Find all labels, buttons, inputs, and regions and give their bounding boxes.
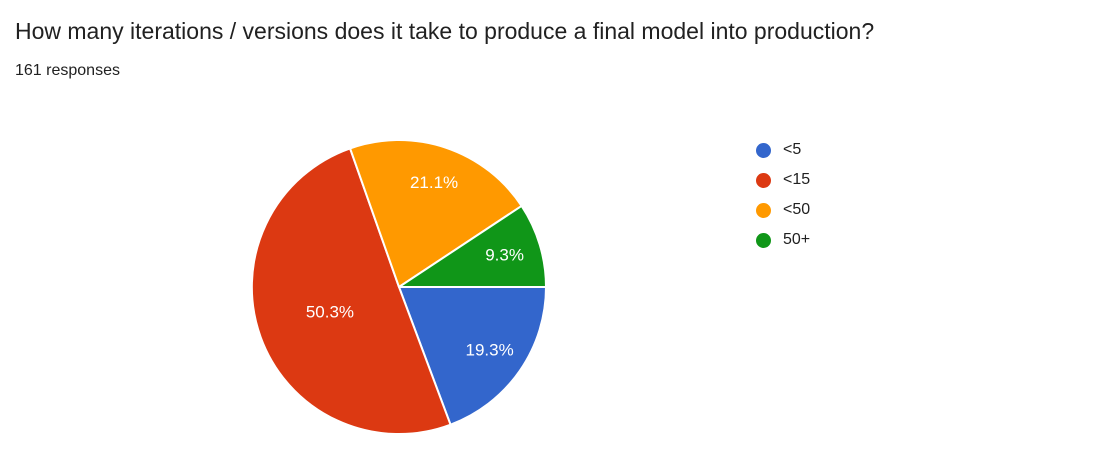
pie-slice-percentage-label: 50.3% — [306, 303, 354, 322]
response-count: 161 responses — [15, 62, 120, 79]
legend-item-0: <5 — [756, 135, 810, 165]
legend-color-dot-icon — [756, 172, 771, 188]
pie-slice-2[interactable] — [349, 139, 523, 288]
legend-label: <15 — [783, 171, 811, 188]
pie-slice-percentage-label: 19.3% — [465, 340, 513, 359]
legend-item-2: <50 — [756, 195, 810, 225]
pie-chart: 19.3% 50.3% 21.1% 9.3% — [250, 139, 547, 436]
pie-slice-percentage-label: 9.3% — [485, 246, 524, 265]
legend-color-dot-icon — [756, 142, 771, 158]
legend-color-dot-icon — [756, 232, 771, 248]
legend-label: <50 — [783, 201, 811, 218]
pie-slice-percentage-label: 21.1% — [410, 173, 458, 192]
pie-slice-3[interactable] — [398, 204, 547, 288]
legend-label: <5 — [783, 141, 802, 158]
legend-label: 50+ — [783, 231, 811, 248]
legend-item-3: 50+ — [756, 225, 810, 255]
chart-legend: <5 <15 <50 50+ — [756, 135, 810, 255]
question-title: How many iterations / versions does it t… — [15, 18, 875, 44]
pie-slice-0[interactable] — [398, 286, 547, 426]
legend-color-dot-icon — [756, 202, 771, 218]
pie-slice-1[interactable] — [250, 147, 452, 436]
legend-item-1: <15 — [756, 165, 810, 195]
